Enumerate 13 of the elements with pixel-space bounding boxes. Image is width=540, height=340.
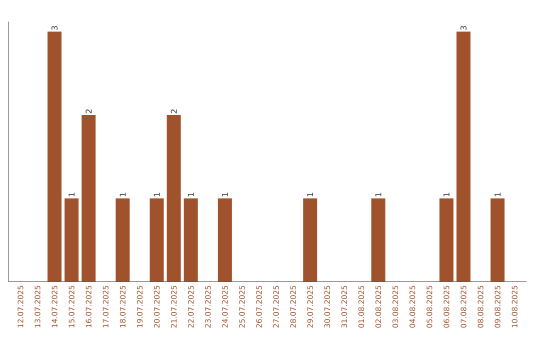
data-label: 1: [375, 192, 382, 196]
data-label: 1: [120, 192, 126, 196]
data-label: 2: [170, 110, 177, 114]
data-label: 1: [444, 192, 450, 196]
data-label: 1: [68, 192, 74, 196]
data-label: 3: [51, 26, 58, 30]
data-label: 1: [307, 192, 314, 196]
data-label: 1: [188, 192, 194, 196]
data-label: 1: [154, 192, 160, 196]
data-label: 3: [460, 26, 467, 30]
data-label: 1: [494, 192, 500, 196]
data-label: 2: [86, 110, 92, 114]
data-label: 1: [222, 192, 228, 196]
